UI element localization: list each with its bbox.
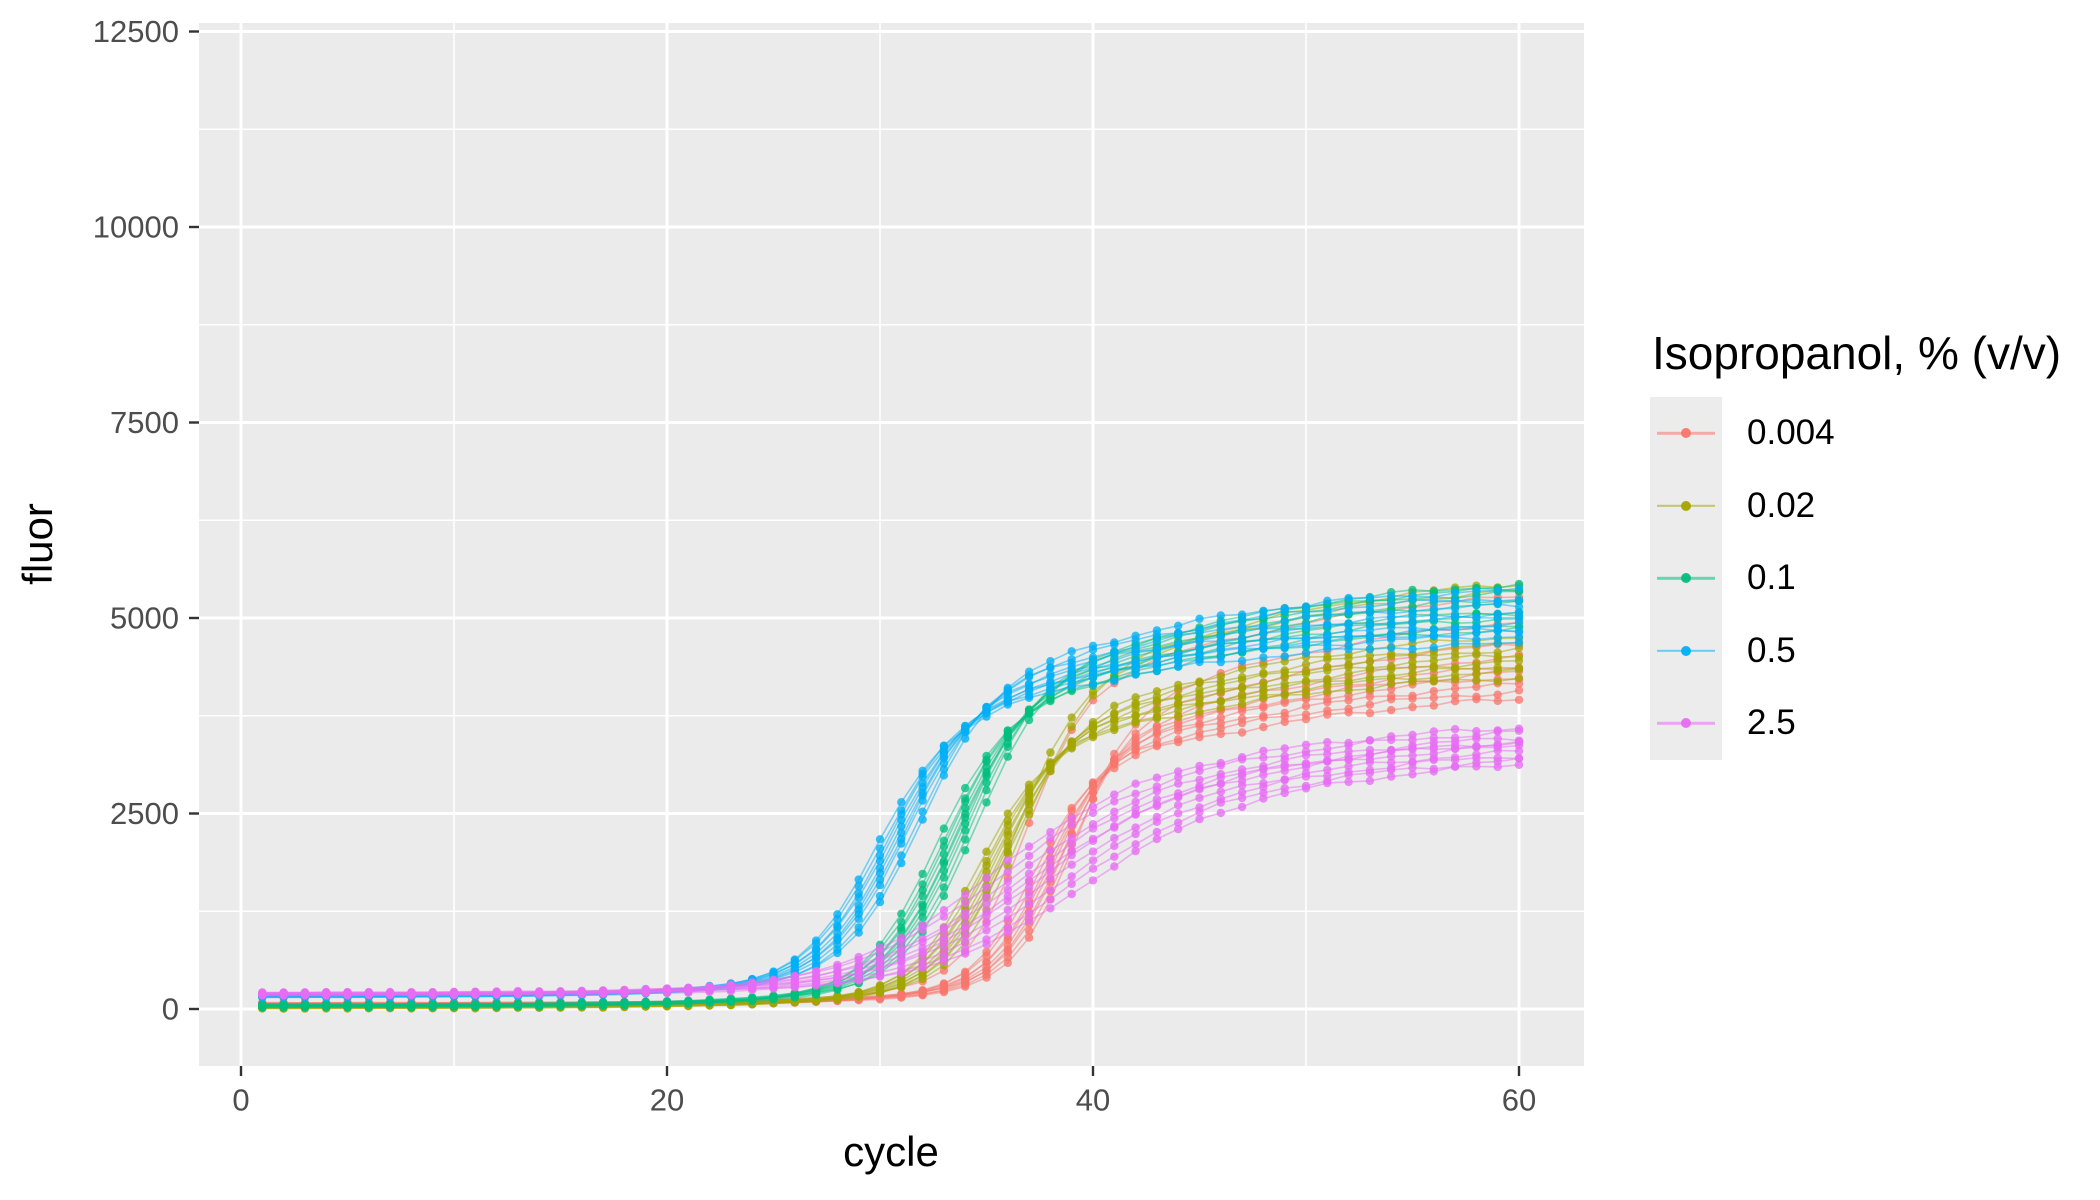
legend-key-2.5: 2.5 — [1650, 687, 1796, 760]
x-axis-title: cycle — [843, 1128, 939, 1175]
legend-keys: 0.004 0.02 0.1 0.5 2.5 — [1650, 397, 1835, 760]
legend-key-label: 0.004 — [1747, 413, 1835, 453]
y-axis-title: fluor — [14, 503, 61, 585]
x-tick-label: 0 — [232, 1083, 249, 1118]
x-tick-label: 60 — [1502, 1083, 1536, 1118]
replicate-points — [258, 760, 1524, 998]
legend-key-0.004: 0.004 — [1650, 397, 1835, 470]
legend-key-dot — [1681, 718, 1691, 729]
y-tick-label: 12500 — [93, 14, 179, 49]
legend-key-0.02: 0.02 — [1650, 469, 1815, 542]
legend-key-label: 0.5 — [1747, 630, 1796, 670]
legend-key-label: 2.5 — [1747, 703, 1796, 743]
legend-key-dot — [1681, 428, 1691, 439]
legend-title: Isopropanol, % (v/v) — [1652, 327, 2062, 379]
legend-key-0.5: 0.5 — [1650, 614, 1796, 687]
gridlines — [199, 23, 1584, 1066]
x-tick-label: 40 — [1076, 1083, 1110, 1118]
series-2.5 — [258, 724, 1524, 1000]
legend-key-dot — [1681, 573, 1691, 584]
legend-key-0.1: 0.1 — [1650, 542, 1796, 615]
legend-key-label: 0.1 — [1747, 558, 1796, 598]
legend-key-dot — [1681, 645, 1691, 656]
legend-key-dot — [1681, 500, 1691, 511]
plot-panel — [199, 23, 1584, 1066]
y-tick-label: 10000 — [93, 210, 179, 245]
y-tick-label: 0 — [162, 992, 179, 1027]
y-tick-label: 2500 — [110, 796, 179, 831]
x-tick-label: 20 — [650, 1083, 684, 1118]
y-tick-label: 5000 — [110, 601, 179, 636]
axes: 0 2500 5000 7500 10000 12500 0 20 40 60 — [93, 14, 1536, 1118]
y-tick-label: 7500 — [110, 405, 179, 440]
legend-key-label: 0.02 — [1747, 485, 1816, 525]
